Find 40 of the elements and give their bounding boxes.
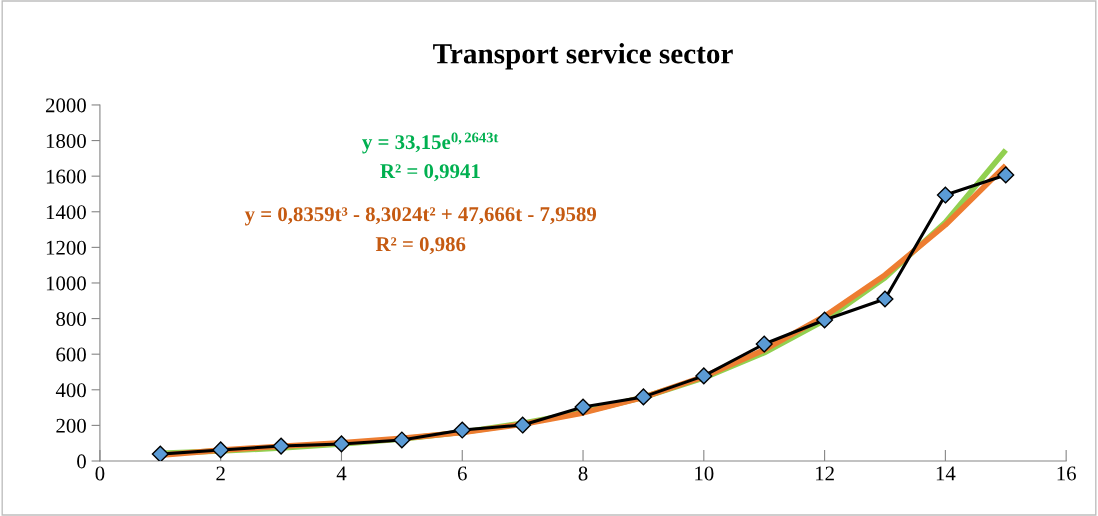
x-tick-label: 16 [1057, 466, 1076, 481]
x-tick-label: 6 [457, 466, 467, 481]
y-tick-label: 1800 [46, 133, 86, 148]
y-tick-label: 200 [56, 418, 86, 433]
point [332, 435, 351, 453]
y-tick-label: 800 [56, 311, 86, 327]
x-tick-label: 8 [578, 466, 588, 481]
point [393, 431, 411, 449]
point [755, 335, 773, 353]
y-tick-label: 0 [77, 454, 86, 469]
y-tick-label: 1000 [46, 276, 86, 291]
y-tick-label: 600 [56, 347, 86, 362]
annotation: y = 0,8359t³ - 8,3024t² + 47,666t - 7,9589 [244, 207, 597, 226]
chart-title: Transport service sector [433, 43, 733, 70]
y-tick-label: 400 [55, 383, 86, 398]
point [212, 441, 230, 459]
point [876, 290, 894, 308]
x-tick-label: 10 [695, 466, 714, 481]
point [936, 186, 954, 204]
annotation: y = 33,15e$^{0,2643t}$ [362, 132, 499, 154]
point [695, 367, 713, 385]
point [634, 388, 652, 406]
point [574, 398, 592, 416]
x-tick-label: 4 [336, 466, 347, 481]
point [816, 311, 834, 329]
x-tick-label: 0 [95, 466, 105, 481]
y-tick-label: 2000 [45, 98, 86, 113]
x-tick-label: 14 [936, 466, 956, 481]
annotation: R² = 0,986 [375, 237, 466, 255]
x-tick-label: 2 [216, 466, 225, 481]
y-tick-label: 1400 [46, 205, 86, 220]
y-tick-label: 1200 [46, 240, 86, 255]
point [997, 166, 1015, 184]
point [272, 437, 290, 455]
point [151, 445, 169, 461]
y-tick-label: 1600 [46, 169, 86, 184]
x-tick-label: 12 [816, 466, 834, 481]
annotation: R² = 0,9941 [380, 164, 480, 182]
point [514, 416, 532, 434]
point [453, 421, 471, 439]
